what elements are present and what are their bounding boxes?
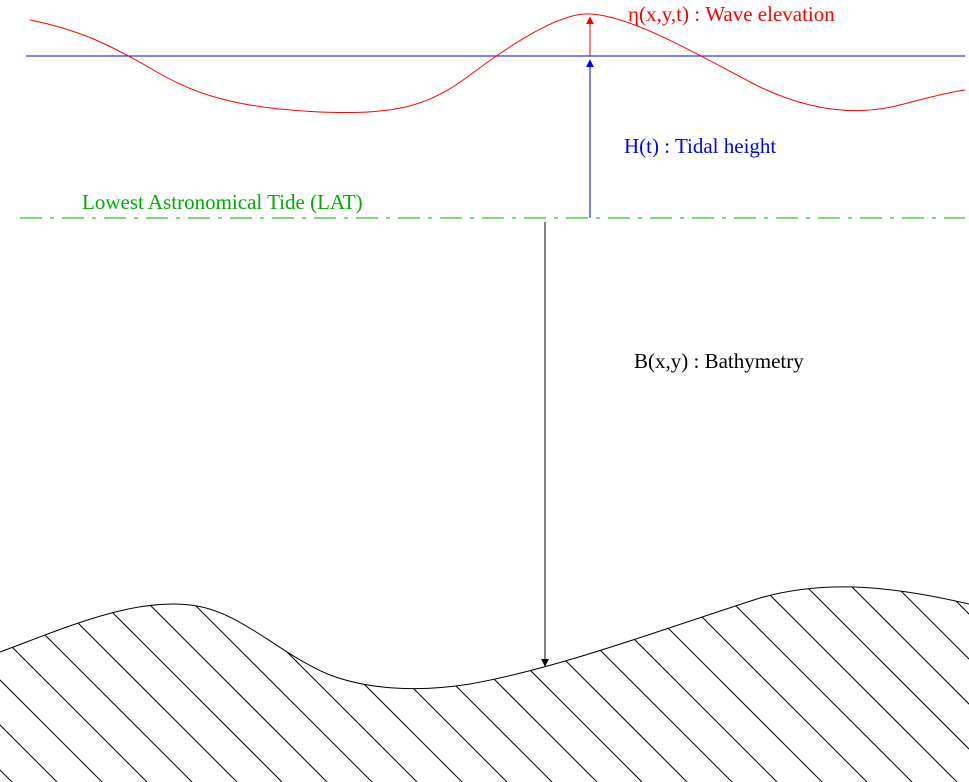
tidal-height-label: H(t) : Tidal height <box>624 134 777 158</box>
lat-label: Lowest Astronomical Tide (LAT) <box>82 190 363 214</box>
wave-elevation-label: η(x,y,t) : Wave elevation <box>628 2 835 26</box>
wave-elevation-curve <box>29 13 966 113</box>
bathymetry-label: B(x,y) : Bathymetry <box>634 349 804 373</box>
seabed-curve <box>0 586 969 690</box>
seabed-hatching <box>0 586 969 782</box>
